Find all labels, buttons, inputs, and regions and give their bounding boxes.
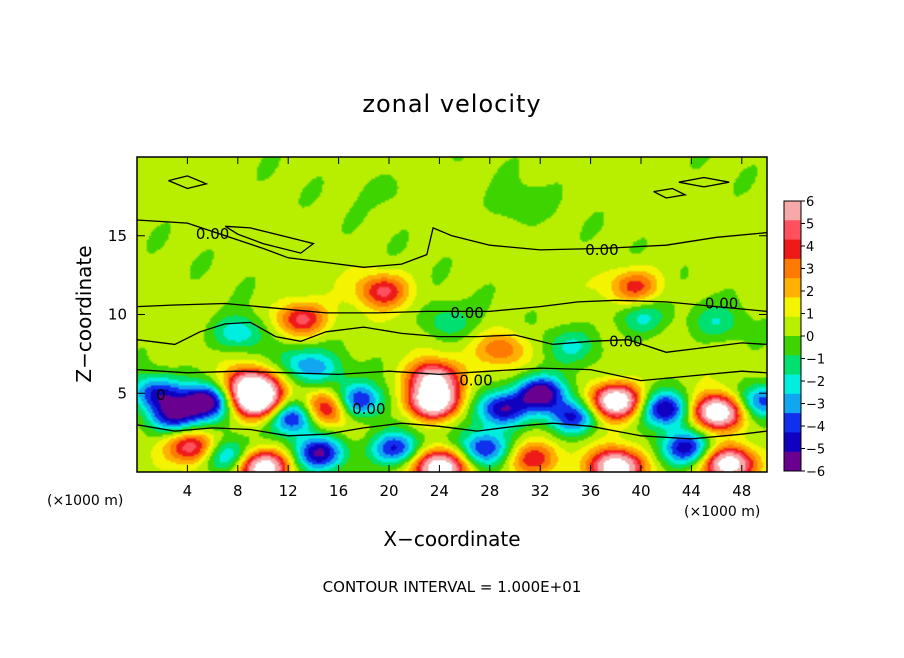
x-unit-right: (×1000 m)	[684, 504, 760, 520]
colorbar: 6 5 4 3 2 1 0 −1 −2 −3 −4 −5 −6	[783, 195, 825, 480]
colorbar-swatch	[784, 336, 801, 356]
colorbar-tick-label: 1	[806, 308, 814, 323]
contour-line	[678, 176, 730, 188]
colorbar-tick-label: 5	[806, 218, 814, 233]
contour-interval-note: CONTOUR INTERVAL = 1.000E+01	[323, 578, 582, 596]
plot-area: 0.00 0.00 0.00 0.00 0.00 0.00 0.00 0	[136, 156, 768, 473]
contour-lines	[137, 175, 767, 440]
colorbar-tick-label: −3	[806, 398, 825, 413]
contour-line	[137, 299, 767, 314]
y-tick-label: 5	[117, 384, 127, 402]
x-tick-label: 12	[279, 482, 298, 500]
colorbar-tick-label: 0	[806, 330, 814, 345]
contour-label: 0	[156, 386, 166, 404]
colorbar-tick-label: −4	[806, 420, 825, 435]
x-tick-label: 40	[631, 482, 650, 500]
x-axis: 4 8 12 16 20 24 28 32 36 40 44 48	[183, 157, 751, 500]
x-tick-label: 28	[480, 482, 499, 500]
contour-label: 0.00	[705, 294, 738, 312]
colorbar-swatch	[784, 278, 801, 298]
contour-label: 0.00	[459, 372, 492, 390]
x-tick-label: 20	[379, 482, 398, 500]
contour-label: 0.00	[196, 225, 229, 243]
x-axis-label: X−coordinate	[383, 527, 520, 551]
contour-line	[168, 175, 209, 190]
x-tick-label: 4	[183, 482, 193, 500]
colorbar-tick-label: −6	[806, 465, 825, 480]
y-axis: 5 10 15	[108, 227, 767, 402]
contour-labels: 0.00 0.00 0.00 0.00 0.00 0.00 0.00 0	[156, 225, 738, 418]
colorbar-swatch	[784, 432, 801, 453]
contour-line	[224, 225, 315, 254]
colorbar-swatch	[784, 220, 801, 241]
colorbar-tick-label: 2	[806, 285, 814, 300]
contour-label: 0.00	[609, 332, 642, 350]
colorbar-swatch	[784, 239, 801, 260]
colorbar-tick-label: −5	[806, 443, 825, 458]
contour-line	[137, 321, 767, 353]
colorbar-swatch	[784, 393, 801, 414]
colorbar-swatch	[784, 297, 801, 318]
colorbar-swatch	[784, 316, 801, 337]
colorbar-tick-label: 3	[806, 263, 814, 278]
x-tick-label: 32	[531, 482, 550, 500]
x-tick-label: 48	[732, 482, 751, 500]
x-tick-label: 44	[682, 482, 701, 500]
heatmap-field	[137, 157, 767, 472]
x-tick-label: 16	[329, 482, 348, 500]
contour-label: 0.00	[450, 304, 483, 322]
colorbar-tick-label: 4	[806, 240, 814, 255]
contour-line	[137, 367, 767, 382]
colorbar-swatch	[784, 374, 801, 395]
contour-label: 0.00	[352, 400, 385, 418]
contour-label: 0.00	[585, 241, 618, 259]
y-axis-label: Z−coordinate	[72, 245, 96, 382]
contour-line	[137, 219, 767, 268]
x-tick-label: 36	[581, 482, 600, 500]
colorbar-swatch	[784, 201, 801, 221]
colorbar-tick-label: −2	[806, 375, 825, 390]
colorbar-swatch	[784, 451, 801, 472]
y-tick-label: 15	[108, 227, 127, 245]
chart-title: zonal velocity	[362, 90, 541, 118]
colorbar-swatch	[784, 413, 801, 433]
colorbar-tick-label: 6	[806, 195, 814, 210]
x-unit-left: (×1000 m)	[47, 493, 123, 509]
contour-line	[653, 187, 688, 199]
contour-line	[137, 422, 767, 440]
x-tick-label: 24	[430, 482, 449, 500]
colorbar-swatch	[784, 258, 801, 279]
colorbar-swatch	[784, 355, 801, 376]
y-tick-label: 10	[108, 306, 127, 324]
x-tick-label: 8	[233, 482, 243, 500]
colorbar-tick-label: −1	[806, 353, 825, 368]
